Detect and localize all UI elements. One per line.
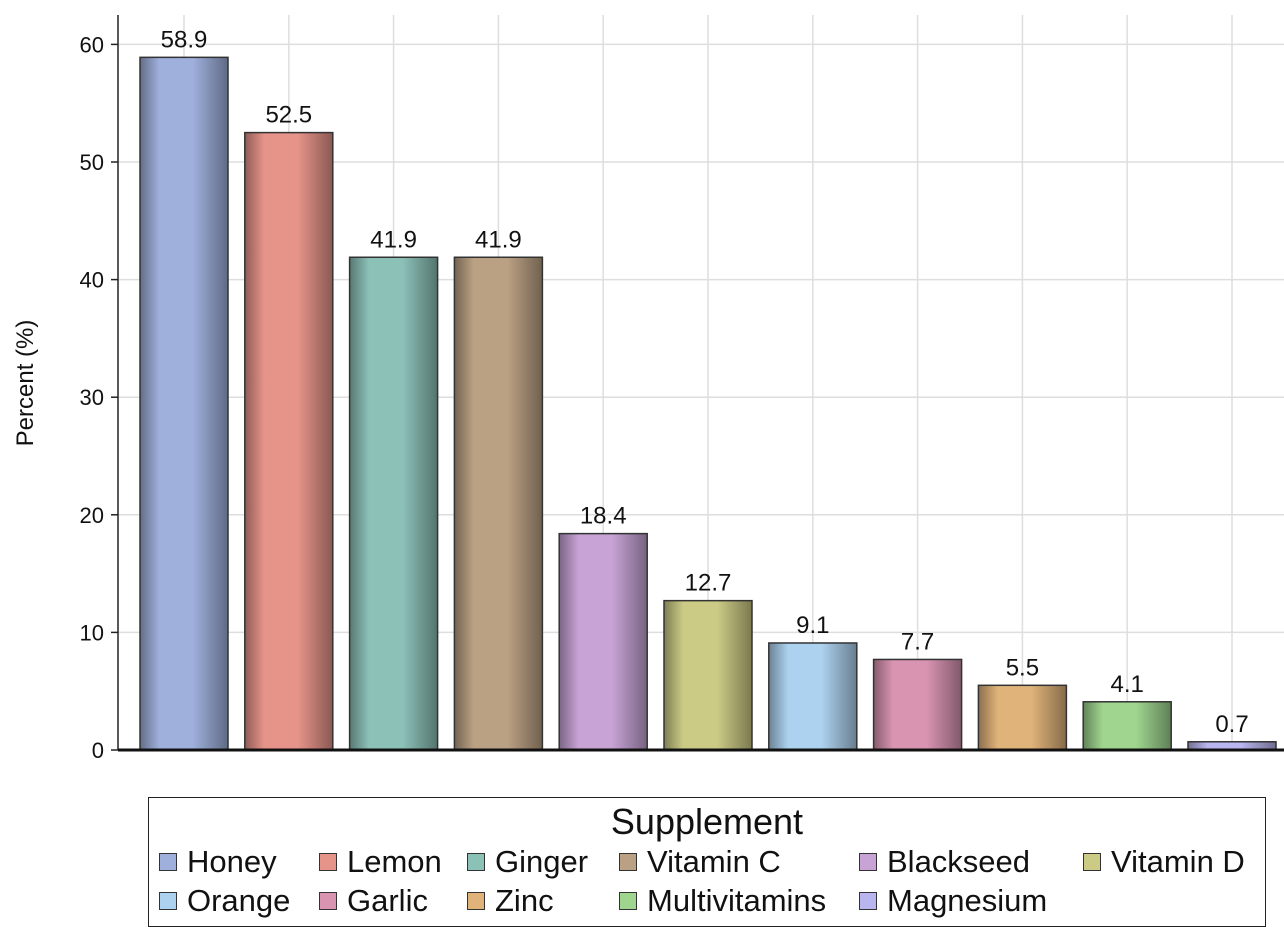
y-tick-label: 50: [80, 150, 104, 175]
bar-orange: [768, 642, 858, 751]
legend-swatch: [159, 853, 177, 871]
legend-swatch: [619, 892, 637, 910]
legend-label: Vitamin D: [1111, 844, 1245, 879]
legend-label: Multivitamins: [647, 883, 827, 918]
y-axis-title: Percent (%): [12, 320, 39, 447]
bar-blackseed: [558, 532, 648, 751]
legend-swatch: [467, 853, 485, 871]
y-tick-label: 20: [80, 503, 104, 528]
value-label: 9.1: [796, 612, 829, 639]
bar-ginger: [348, 256, 439, 751]
legend-label: Blackseed: [887, 844, 1031, 879]
legend-swatch: [859, 892, 877, 910]
legend-item-ginger: Ginger: [467, 844, 588, 880]
value-label: 58.9: [161, 26, 208, 53]
legend-swatch: [467, 892, 485, 910]
bar-honey: [139, 56, 229, 751]
value-label: 12.7: [685, 570, 732, 597]
legend-label: Magnesium: [887, 883, 1048, 918]
legend-title: Supplement: [610, 801, 804, 842]
bar-chart: 58.952.541.9 41.918.412.79.17.75.54.10.7 …: [12, 15, 1284, 763]
bar-multivitamins: [1082, 701, 1172, 751]
y-tick-label: 0: [92, 738, 104, 763]
bar-zinc: [977, 684, 1068, 751]
legend-label: Ginger: [495, 844, 589, 879]
legend-item-honey: Honey: [159, 844, 277, 880]
value-label: 41.9: [475, 226, 522, 253]
legend-label: Orange: [187, 883, 291, 918]
legend-swatch: [319, 892, 337, 910]
bar-vitamin-d: [663, 599, 753, 751]
legend-item-multivitamins: Multivitamins: [619, 883, 826, 919]
value-label: 0.7: [1215, 711, 1248, 738]
legend-item-zinc: Zinc: [467, 883, 554, 919]
legend-item-orange: Orange: [159, 883, 290, 919]
bar-vitamin-c: [453, 256, 544, 751]
legend-swatch: [319, 853, 337, 871]
legend: Supplement Honey Lemon Ginger Vitamin C Blac…: [148, 797, 1266, 927]
legend-item-vitamin-d: Vitamin D: [1083, 844, 1245, 880]
legend-swatch: [619, 853, 637, 871]
value-label: 7.7: [901, 628, 934, 655]
legend-item-vitamin-c: Vitamin C: [619, 844, 781, 880]
value-label: 4.1: [1111, 671, 1144, 698]
legend-swatch: [1083, 853, 1101, 871]
y-tick-label: 40: [80, 268, 104, 293]
legend-label: Zinc: [495, 883, 554, 918]
legend-label: Garlic: [347, 883, 428, 918]
value-label: 5.5: [1006, 654, 1039, 681]
value-label: 41.9: [370, 226, 417, 253]
y-tick-label: 30: [80, 385, 104, 410]
legend-item-blackseed: Blackseed: [859, 844, 1030, 880]
bar-garlic: [872, 658, 963, 751]
legend-label: Vitamin C: [647, 844, 781, 879]
legend-label: Honey: [187, 844, 277, 879]
legend-swatch: [159, 892, 177, 910]
legend-item-magnesium: Magnesium: [859, 883, 1047, 919]
legend-swatch: [859, 853, 877, 871]
legend-item-garlic: Garlic: [319, 883, 428, 919]
value-labels: 58.9 52.5 41.9 41.9 18.4 12.7 9.1 7.7 5.5 4.1 0.7: [161, 26, 1249, 737]
y-tick-label: 10: [80, 620, 104, 645]
y-tick-label: 60: [80, 32, 104, 57]
legend-item-lemon: Lemon: [319, 844, 442, 880]
y-axis: 0 10 20 30 40 50 60: [80, 15, 1284, 763]
grid: [118, 15, 1284, 750]
value-label: 18.4: [580, 503, 627, 530]
value-label: 52.5: [265, 102, 312, 129]
bar-lemon: [244, 131, 334, 751]
bars: [139, 56, 1277, 751]
legend-label: Lemon: [347, 844, 442, 879]
